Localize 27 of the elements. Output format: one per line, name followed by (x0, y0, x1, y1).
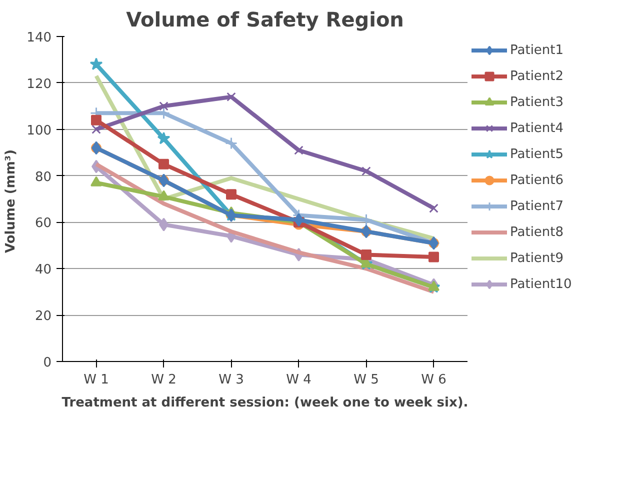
x-tick-label: W 1 (84, 372, 109, 388)
x-tick-label: W 5 (354, 372, 379, 388)
legend-label: Patient5 (510, 146, 564, 162)
y-tick-label: 20 (34, 309, 52, 324)
x-tick-label: W 2 (151, 372, 176, 388)
legend-label: Patient7 (510, 198, 564, 214)
chart-title: Volume of Safety Region (126, 8, 404, 32)
legend-label: Patient8 (510, 224, 564, 240)
y-tick-label: 120 (26, 76, 52, 92)
y-tick-label: 140 (26, 30, 52, 46)
y-tick-label: 80 (34, 170, 52, 185)
legend-label: Patient9 (510, 250, 564, 266)
legend-label: Patient4 (510, 120, 564, 136)
y-tick-label: 0 (43, 356, 52, 370)
legend-label: Patient6 (510, 172, 564, 188)
x-tick-label: W 4 (286, 372, 312, 388)
x-axis-title: Treatment at different session: (week one to week six). (62, 396, 468, 410)
legend-label: Patient2 (510, 68, 564, 84)
y-tick-label: 100 (26, 123, 52, 138)
x-tick-label: W 6 (421, 372, 446, 388)
y-tick-label: 60 (34, 216, 52, 232)
x-tick-label: W 3 (218, 372, 244, 388)
legend-label: Patient1 (510, 42, 564, 58)
y-axis-title: Volume (mm³) (4, 149, 19, 254)
legend-label: Patient3 (510, 94, 564, 110)
y-tick-label: 40 (34, 262, 52, 278)
legend-label: Patient10 (510, 276, 572, 292)
